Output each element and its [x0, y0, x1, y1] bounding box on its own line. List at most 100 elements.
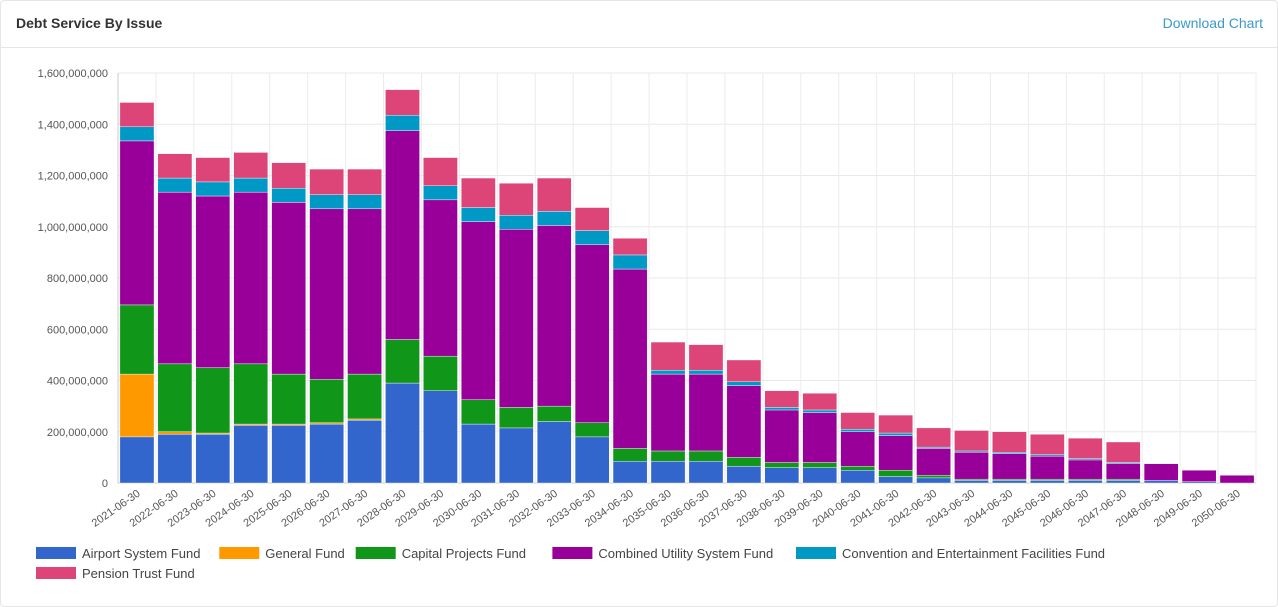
bar-segment-airport-system-fund[interactable] — [1068, 480, 1103, 484]
bar-segment-capital-projects-fund[interactable] — [309, 379, 344, 423]
bar-segment-capital-projects-fund[interactable] — [802, 462, 838, 468]
bar-segment-airport-system-fund[interactable] — [119, 436, 155, 484]
bar-segment-combined-utility-system-fund[interactable] — [499, 229, 534, 408]
bar-segment-capital-projects-fund[interactable] — [650, 450, 686, 462]
bar-segment-convention-and-entertainment-facilities-fund[interactable] — [802, 409, 838, 413]
bar-segment-airport-system-fund[interactable] — [195, 434, 231, 484]
bar-segment-airport-system-fund[interactable] — [840, 469, 875, 484]
legend-item[interactable]: Capital Projects Fund — [355, 546, 526, 561]
legend-item[interactable]: Convention and Entertainment Facilities … — [796, 546, 1105, 561]
bar-segment-airport-system-fund[interactable] — [688, 461, 724, 484]
bar-segment-convention-and-entertainment-facilities-fund[interactable] — [764, 407, 800, 411]
bar-segment-capital-projects-fund[interactable] — [119, 304, 155, 375]
bar-segment-pension-trust-fund[interactable] — [1068, 437, 1103, 459]
bar-segment-combined-utility-system-fund[interactable] — [954, 452, 989, 480]
bar-segment-pension-trust-fund[interactable] — [1030, 434, 1065, 456]
bar-segment-airport-system-fund[interactable] — [916, 477, 951, 484]
bar-segment-pension-trust-fund[interactable] — [461, 177, 496, 208]
legend-item[interactable]: General Fund — [219, 546, 345, 561]
bar-segment-capital-projects-fund[interactable] — [271, 373, 306, 425]
bar-segment-combined-utility-system-fund[interactable] — [271, 202, 306, 375]
bar-segment-airport-system-fund[interactable] — [536, 421, 572, 484]
bar-segment-combined-utility-system-fund[interactable] — [1105, 463, 1141, 480]
bar-segment-combined-utility-system-fund[interactable] — [688, 373, 724, 452]
download-chart-link[interactable]: Download Chart — [1162, 15, 1263, 31]
bar-segment-airport-system-fund[interactable] — [309, 423, 344, 484]
bar-segment-convention-and-entertainment-facilities-fund[interactable] — [233, 177, 269, 193]
bar-segment-airport-system-fund[interactable] — [499, 427, 534, 484]
bar-segment-combined-utility-system-fund[interactable] — [233, 191, 269, 365]
bar-segment-capital-projects-fund[interactable] — [612, 448, 648, 462]
bar-segment-convention-and-entertainment-facilities-fund[interactable] — [271, 188, 306, 203]
bar-segment-combined-utility-system-fund[interactable] — [650, 373, 686, 452]
bar-segment-capital-projects-fund[interactable] — [574, 422, 610, 438]
bar-segment-convention-and-entertainment-facilities-fund[interactable] — [499, 215, 534, 230]
legend-item[interactable]: Combined Utility System Fund — [552, 546, 773, 561]
bar-segment-pension-trust-fund[interactable] — [650, 341, 686, 371]
bar-segment-convention-and-entertainment-facilities-fund[interactable] — [878, 432, 913, 436]
bar-segment-convention-and-entertainment-facilities-fund[interactable] — [536, 211, 572, 226]
bar-segment-capital-projects-fund[interactable] — [157, 363, 193, 432]
bar-segment-convention-and-entertainment-facilities-fund[interactable] — [650, 370, 686, 375]
bar-segment-combined-utility-system-fund[interactable] — [840, 431, 875, 467]
bar-segment-convention-and-entertainment-facilities-fund[interactable] — [461, 207, 496, 222]
bar-segment-capital-projects-fund[interactable] — [195, 367, 231, 434]
bar-segment-convention-and-entertainment-facilities-fund[interactable] — [309, 194, 344, 210]
bar-segment-airport-system-fund[interactable] — [726, 466, 762, 484]
bar-segment-capital-projects-fund[interactable] — [347, 373, 382, 420]
bar-segment-convention-and-entertainment-facilities-fund[interactable] — [574, 230, 610, 245]
bar-segment-convention-and-entertainment-facilities-fund[interactable] — [423, 185, 458, 201]
bar-segment-airport-system-fund[interactable] — [954, 480, 989, 484]
bar-segment-pension-trust-fund[interactable] — [954, 430, 989, 452]
bar-segment-pension-trust-fund[interactable] — [1105, 441, 1141, 463]
bar-segment-combined-utility-system-fund[interactable] — [1219, 475, 1255, 484]
bar-segment-airport-system-fund[interactable] — [574, 436, 610, 484]
bar-segment-convention-and-entertainment-facilities-fund[interactable] — [347, 194, 382, 210]
bar-segment-airport-system-fund[interactable] — [1143, 480, 1179, 484]
bar-segment-combined-utility-system-fund[interactable] — [347, 208, 382, 375]
bar-segment-capital-projects-fund[interactable] — [688, 450, 724, 462]
bar-segment-combined-utility-system-fund[interactable] — [612, 268, 648, 449]
bar-segment-airport-system-fund[interactable] — [385, 382, 420, 484]
bar-segment-capital-projects-fund[interactable] — [461, 399, 496, 425]
bar-segment-convention-and-entertainment-facilities-fund[interactable] — [195, 181, 231, 197]
bar-segment-airport-system-fund[interactable] — [802, 467, 838, 484]
bar-segment-general-fund[interactable] — [157, 431, 193, 435]
bar-segment-general-fund[interactable] — [119, 373, 155, 438]
bar-segment-airport-system-fund[interactable] — [157, 434, 193, 484]
bar-segment-pension-trust-fund[interactable] — [271, 162, 306, 189]
bar-segment-combined-utility-system-fund[interactable] — [195, 195, 231, 368]
bar-segment-combined-utility-system-fund[interactable] — [385, 130, 420, 340]
bar-segment-pension-trust-fund[interactable] — [726, 359, 762, 382]
bar-segment-pension-trust-fund[interactable] — [536, 177, 572, 212]
bar-segment-pension-trust-fund[interactable] — [423, 157, 458, 186]
bar-segment-airport-system-fund[interactable] — [1105, 480, 1141, 484]
bar-segment-pension-trust-fund[interactable] — [612, 238, 648, 256]
bar-segment-combined-utility-system-fund[interactable] — [309, 208, 344, 380]
bar-segment-airport-system-fund[interactable] — [1030, 480, 1065, 484]
bar-segment-capital-projects-fund[interactable] — [385, 339, 420, 384]
bar-segment-convention-and-entertainment-facilities-fund[interactable] — [612, 254, 648, 270]
bar-segment-pension-trust-fund[interactable] — [499, 182, 534, 216]
bar-segment-airport-system-fund[interactable] — [461, 423, 496, 484]
bar-segment-combined-utility-system-fund[interactable] — [1181, 469, 1217, 482]
bar-segment-convention-and-entertainment-facilities-fund[interactable] — [385, 115, 420, 131]
bar-segment-airport-system-fund[interactable] — [347, 420, 382, 484]
bar-segment-convention-and-entertainment-facilities-fund[interactable] — [119, 126, 155, 142]
bar-segment-combined-utility-system-fund[interactable] — [461, 221, 496, 400]
bar-segment-pension-trust-fund[interactable] — [119, 102, 155, 128]
bar-segment-combined-utility-system-fund[interactable] — [726, 385, 762, 458]
bar-segment-pension-trust-fund[interactable] — [309, 168, 344, 195]
bar-segment-pension-trust-fund[interactable] — [992, 431, 1027, 453]
bar-segment-capital-projects-fund[interactable] — [423, 355, 458, 391]
bar-segment-capital-projects-fund[interactable] — [878, 469, 913, 477]
bar-segment-combined-utility-system-fund[interactable] — [574, 244, 610, 423]
bar-segment-pension-trust-fund[interactable] — [574, 207, 610, 231]
bar-segment-pension-trust-fund[interactable] — [802, 393, 838, 411]
bar-segment-airport-system-fund[interactable] — [992, 480, 1027, 484]
bar-segment-pension-trust-fund[interactable] — [347, 168, 382, 195]
bar-segment-combined-utility-system-fund[interactable] — [1068, 459, 1103, 480]
bar-segment-convention-and-entertainment-facilities-fund[interactable] — [688, 370, 724, 375]
bar-segment-pension-trust-fund[interactable] — [764, 390, 800, 408]
bar-segment-airport-system-fund[interactable] — [878, 476, 913, 484]
